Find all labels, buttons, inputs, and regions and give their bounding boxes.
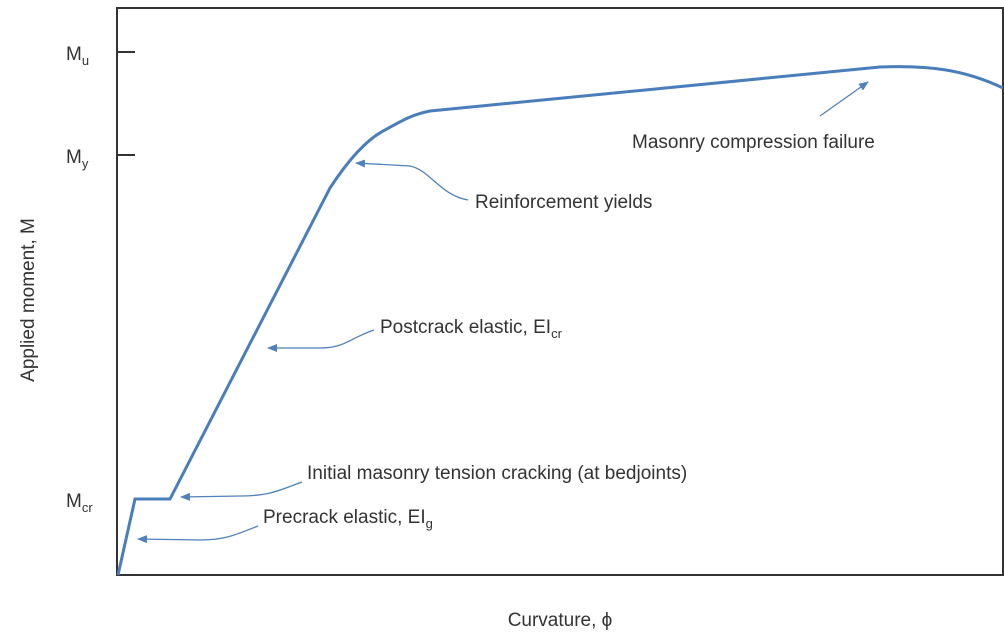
annotation: Reinforcement yields	[475, 192, 652, 213]
leader-arrow	[819, 81, 869, 117]
annotation: Masonry compression failure	[632, 132, 875, 153]
annotation: Initial masonry tension cracking (at bed…	[307, 463, 687, 484]
moment-curvature-curve	[116, 65, 1004, 576]
plot-frame	[116, 7, 1004, 576]
leader-arrow	[180, 481, 303, 501]
y-axis-label: Applied moment, M	[18, 218, 39, 382]
leader-arrow	[137, 525, 259, 544]
annotation: Precrack elastic, EIg	[263, 507, 433, 531]
level-label: My	[66, 147, 89, 171]
x-axis-label: Curvature, ϕ	[508, 610, 613, 631]
level-label: Mu	[66, 44, 89, 68]
leader-arrow	[355, 159, 469, 201]
level-label: Mcr	[66, 491, 93, 515]
leader-arrow	[267, 329, 375, 352]
annotation: Postcrack elastic, EIcr	[380, 317, 563, 341]
